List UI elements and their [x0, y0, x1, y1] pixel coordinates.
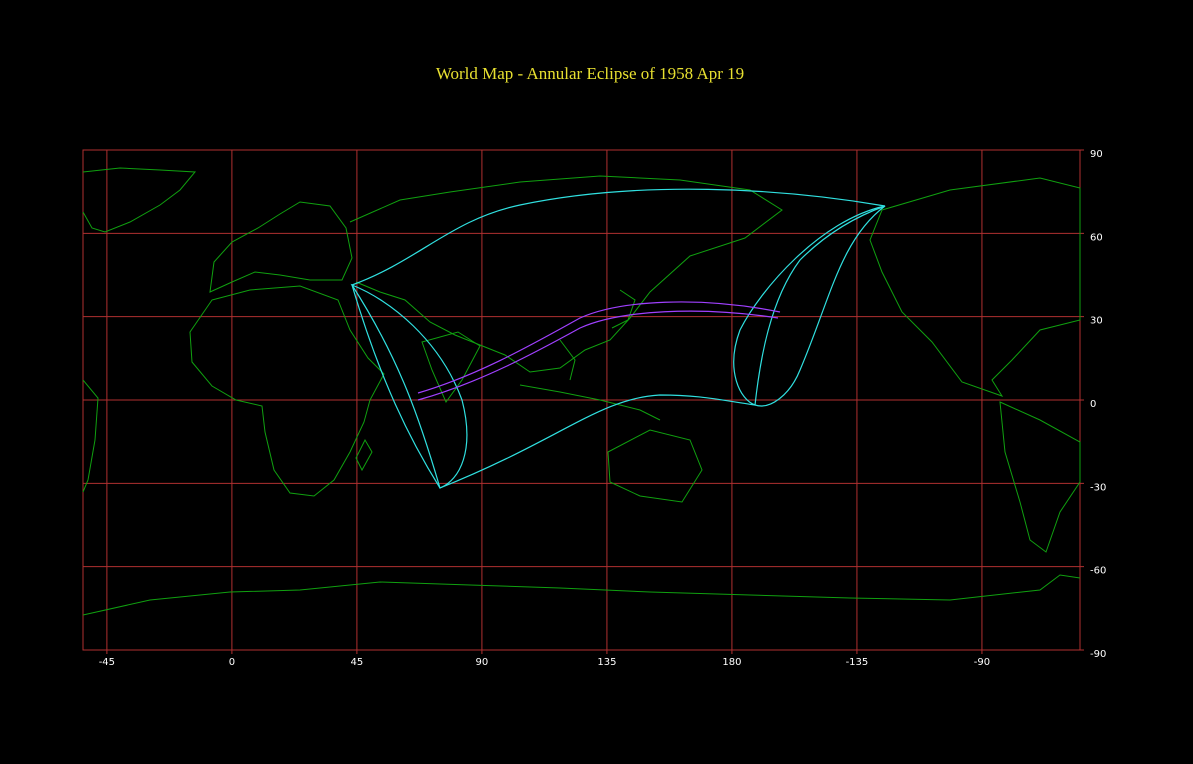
antarctica	[82, 574, 1081, 616]
australia	[607, 429, 703, 503]
india	[421, 331, 481, 403]
eclipse-paths	[350, 188, 886, 489]
asia	[349, 175, 783, 373]
lat-tick-label: -60	[1090, 566, 1106, 577]
south-america	[82, 379, 1081, 553]
coastlines	[82, 167, 1081, 616]
lon-tick-label: -90	[974, 657, 990, 668]
north-america	[869, 177, 1081, 397]
japan	[611, 289, 636, 329]
europe	[209, 201, 353, 293]
graticule: -45 0 45 90 135 180 -135 -90 90 60 30 0 -30 -60 -90	[82, 149, 1106, 668]
indonesia	[519, 339, 661, 421]
lat-tick-label: -90	[1090, 649, 1106, 660]
lon-tick-label: 45	[351, 657, 364, 668]
africa	[189, 285, 385, 497]
madagascar	[355, 438, 373, 472]
central-path-north	[417, 301, 781, 394]
central-path-south	[417, 310, 779, 401]
map-title: World Map - Annular Eclipse of 1958 Apr …	[436, 64, 744, 83]
lat-tick-label: 0	[1090, 399, 1096, 410]
greenland	[82, 167, 197, 233]
eastern-loop	[754, 205, 886, 407]
lat-tick-label: -30	[1090, 482, 1106, 493]
lon-tick-label: 135	[597, 657, 616, 668]
penumbra-outline	[351, 188, 886, 489]
lon-tick-label: -135	[846, 657, 869, 668]
lat-tick-label: 30	[1090, 316, 1103, 327]
lon-tick-label: 0	[229, 657, 235, 668]
lat-tick-label: 90	[1090, 149, 1103, 160]
lat-tick-label: 60	[1090, 232, 1103, 243]
western-loop	[350, 283, 468, 489]
lon-tick-label: 90	[476, 657, 489, 668]
lon-tick-label: 180	[722, 657, 741, 668]
lon-tick-label: -45	[99, 657, 115, 668]
